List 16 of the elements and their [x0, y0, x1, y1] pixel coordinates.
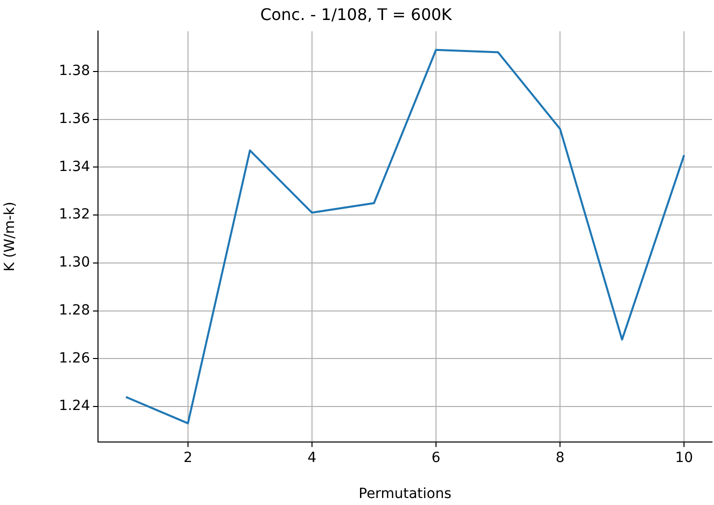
x-tick-label: 6: [432, 450, 441, 466]
x-axis-title: Permutations: [358, 486, 452, 502]
y-tick-label: 1.28: [58, 302, 90, 318]
y-tick-label: 1.34: [58, 158, 90, 175]
y-tick-label: 1.36: [58, 110, 90, 127]
x-tick-label: 8: [556, 450, 565, 466]
y-axis-title: K (W/m-k): [2, 202, 18, 272]
y-tick-label: 1.30: [58, 254, 90, 271]
x-tick-label: 2: [183, 450, 192, 466]
y-tick-label: 1.26: [58, 350, 90, 366]
x-tick-label: 10: [675, 450, 694, 466]
chart-title: Conc. - 1/108, T = 600K: [260, 4, 452, 24]
y-tick-label: 1.32: [58, 206, 90, 223]
y-tick-label: 1.38: [58, 63, 90, 80]
y-tick-label: 1.24: [58, 398, 90, 414]
x-tick-label: 4: [308, 450, 317, 466]
